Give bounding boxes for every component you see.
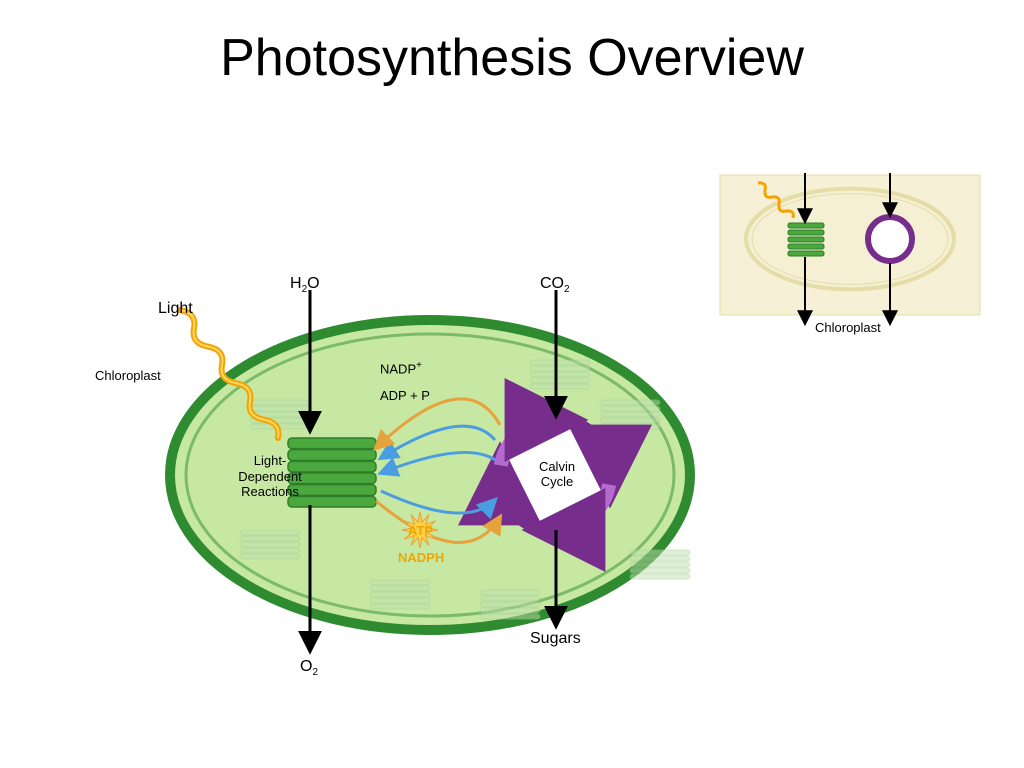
label-nadph: NADPH xyxy=(398,550,444,565)
label-nadp-plus: NADP+ xyxy=(380,360,422,376)
label-h2o: H2O xyxy=(290,275,320,295)
main-diagram xyxy=(0,0,1024,768)
label-ldr: Light-DependentReactions xyxy=(235,453,305,500)
label-calvin: CalvinCycle xyxy=(532,459,582,489)
slide-stage: Photosynthesis Overview Light H2O CO2 Ch… xyxy=(0,0,1024,768)
label-atp: ATP xyxy=(408,523,433,538)
label-chloroplast-left: Chloroplast xyxy=(95,368,161,383)
label-chloroplast-thumb: Chloroplast xyxy=(815,320,881,335)
label-light: Light xyxy=(158,300,193,318)
label-sugars: Sugars xyxy=(530,630,581,648)
label-adp-p: ADP + P xyxy=(380,388,430,403)
label-o2: O2 xyxy=(300,658,318,678)
label-co2: CO2 xyxy=(540,275,570,295)
